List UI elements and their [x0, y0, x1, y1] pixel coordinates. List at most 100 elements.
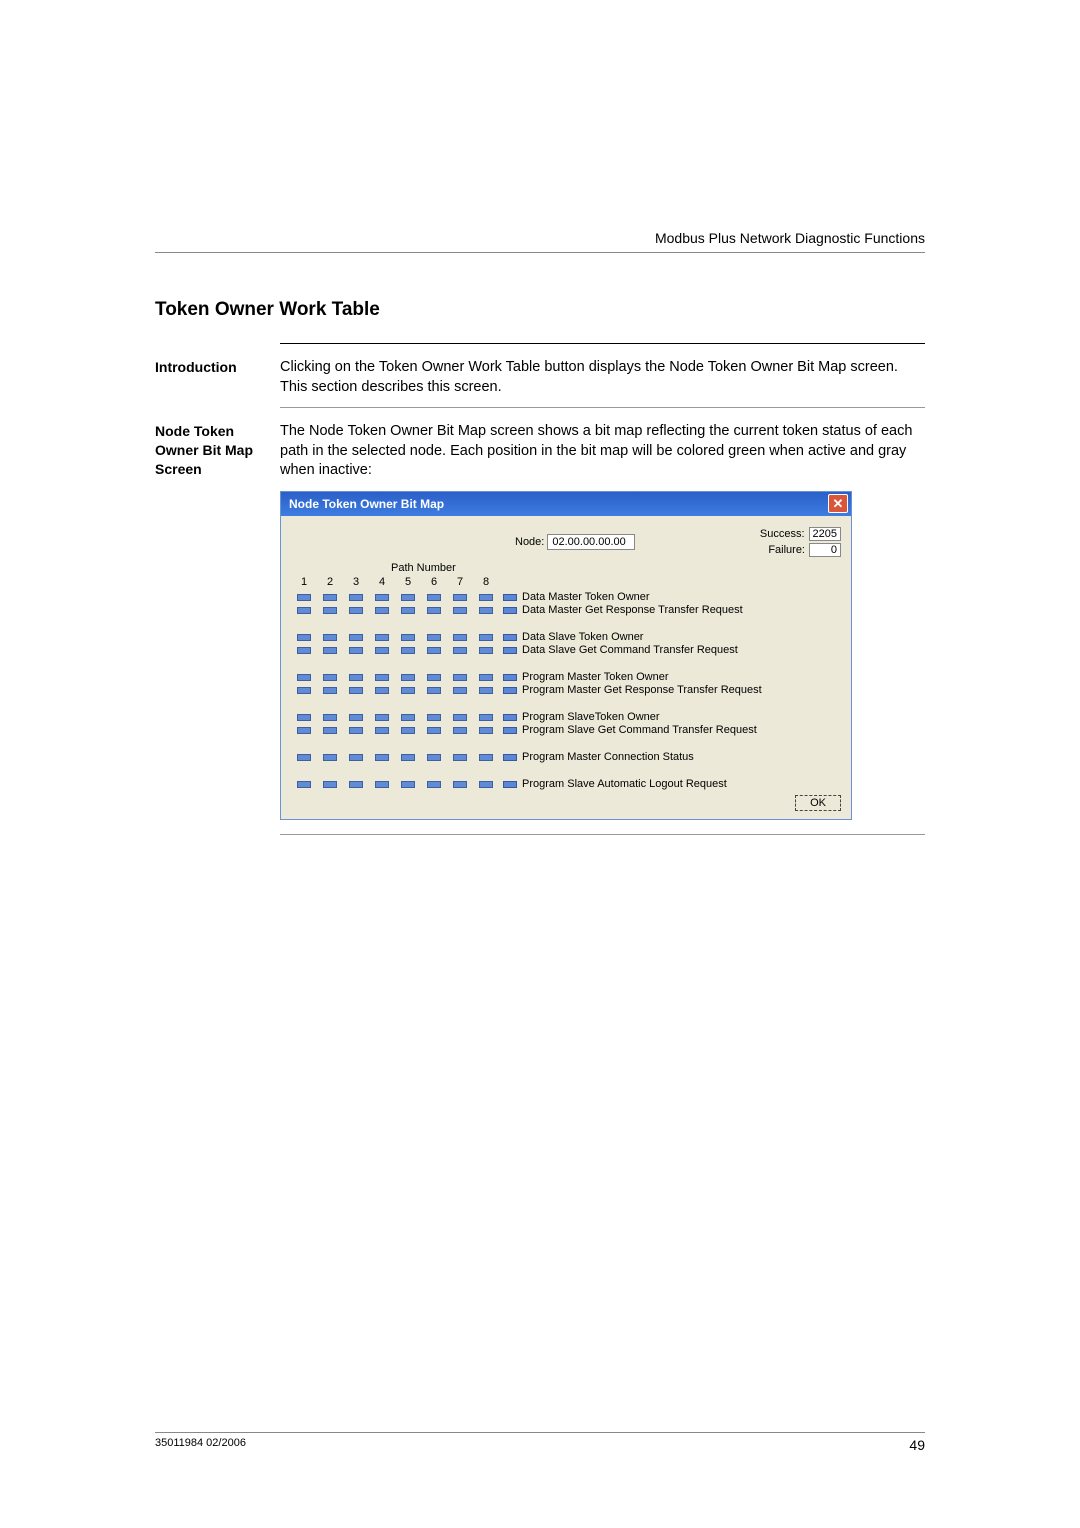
legend-swatch	[503, 754, 517, 761]
node-section-label: Node Token Owner Bit Map Screen	[155, 422, 280, 481]
bitmap-cell	[427, 647, 441, 654]
row-label: Program Slave Get Command Transfer Reque…	[522, 724, 757, 736]
bitmap-cell	[401, 714, 415, 721]
bitmap-cell	[297, 781, 311, 788]
row-label: Program SlaveToken Owner	[522, 711, 660, 723]
column-header: 3	[349, 576, 363, 588]
close-button[interactable]: ✕	[828, 494, 848, 513]
bitmap-cell	[453, 754, 467, 761]
bitmap-cell	[349, 781, 363, 788]
node-section-label-1: Node Token	[155, 423, 234, 439]
bitmap-cell	[323, 754, 337, 761]
bitmap-cell	[453, 607, 467, 614]
bitmap-cell	[453, 674, 467, 681]
intro-label: Introduction	[155, 358, 280, 397]
column-header: 6	[427, 576, 441, 588]
bitmap-cell	[349, 714, 363, 721]
bitmap-cell	[297, 647, 311, 654]
bitmap-cell	[323, 687, 337, 694]
bitmap-cell	[427, 674, 441, 681]
page-title: Token Owner Work Table	[155, 299, 925, 321]
success-label: Success:	[760, 528, 805, 540]
bitmap-cell	[323, 647, 337, 654]
bitmap-cell	[427, 634, 441, 641]
legend-swatch	[503, 634, 517, 641]
section-divider-2	[280, 407, 925, 408]
legend-swatch	[503, 674, 517, 681]
bitmap-cell	[401, 687, 415, 694]
node-section-label-3: Screen	[155, 461, 202, 477]
bitmap-cell	[349, 727, 363, 734]
bitmap-cell	[479, 754, 493, 761]
bitmap-cell	[349, 594, 363, 601]
bitmap-cell	[479, 647, 493, 654]
ok-button[interactable]: OK	[795, 795, 841, 811]
bitmap-cell	[349, 647, 363, 654]
node-section-text: The Node Token Owner Bit Map screen show…	[280, 422, 925, 481]
bitmap-cell	[323, 674, 337, 681]
bitmap-cell	[349, 607, 363, 614]
node-label: Node:	[515, 536, 544, 548]
bitmap-cell	[453, 634, 467, 641]
column-header: 2	[323, 576, 337, 588]
legend-swatch	[503, 594, 517, 601]
node-section-label-2: Owner Bit Map	[155, 442, 253, 458]
bitmap-cell	[427, 687, 441, 694]
column-header: 5	[401, 576, 415, 588]
bitmap-cell	[323, 714, 337, 721]
bitmap-cell	[479, 634, 493, 641]
bitmap-cell	[375, 727, 389, 734]
bitmap-cell	[297, 754, 311, 761]
bitmap-cell	[375, 714, 389, 721]
footer-rule	[155, 1432, 925, 1433]
node-value-field[interactable]: 02.00.00.00.00	[547, 534, 635, 550]
row-label: Data Slave Token Owner	[522, 631, 643, 643]
dialog-window: Node Token Owner Bit Map ✕ Node: 02.00.0…	[280, 491, 852, 820]
row-label: Program Master Connection Status	[522, 751, 694, 763]
legend-swatch	[503, 647, 517, 654]
legend-swatch	[503, 714, 517, 721]
bitmap-cell	[453, 714, 467, 721]
intro-text: Clicking on the Token Owner Work Table b…	[280, 358, 925, 397]
failure-value: 0	[809, 543, 841, 557]
bitmap-cell	[323, 634, 337, 641]
bitmap-cell	[401, 754, 415, 761]
bitmap-cell	[323, 781, 337, 788]
bitmap-cell	[453, 781, 467, 788]
bitmap-cell	[297, 594, 311, 601]
bitmap-cell	[427, 727, 441, 734]
bitmap-cell	[401, 674, 415, 681]
section-divider-3	[280, 834, 925, 835]
bitmap-cell	[479, 607, 493, 614]
bitmap-cell	[375, 754, 389, 761]
bitmap-cell	[401, 634, 415, 641]
bitmap-cell	[323, 594, 337, 601]
row-label: Data Master Get Response Transfer Reques…	[522, 604, 743, 616]
bitmap-cell	[297, 607, 311, 614]
bitmap-cell	[349, 674, 363, 681]
bitmap-cell	[401, 647, 415, 654]
bitmap-cell	[401, 594, 415, 601]
bitmap-cell	[401, 781, 415, 788]
row-label: Data Master Token Owner	[522, 591, 650, 603]
bitmap-cell	[297, 687, 311, 694]
dialog-title: Node Token Owner Bit Map	[289, 497, 828, 511]
bitmap-cell	[375, 607, 389, 614]
legend-swatch	[503, 727, 517, 734]
column-header: 1	[297, 576, 311, 588]
row-label: Data Slave Get Command Transfer Request	[522, 644, 738, 656]
column-header: 4	[375, 576, 389, 588]
bitmap-cell	[401, 607, 415, 614]
bitmap-cell	[479, 781, 493, 788]
legend-swatch	[503, 781, 517, 788]
legend-swatch	[503, 607, 517, 614]
bitmap-cell	[479, 687, 493, 694]
bitmap-cell	[375, 674, 389, 681]
footer-doc-id: 35011984 02/2006	[155, 1437, 246, 1453]
row-label: Program Master Get Response Transfer Req…	[522, 684, 762, 696]
bitmap-cell	[453, 647, 467, 654]
bitmap-cell	[349, 634, 363, 641]
section-divider-1	[280, 343, 925, 344]
row-label: Program Master Token Owner	[522, 671, 669, 683]
path-number-label: Path Number	[391, 562, 841, 574]
